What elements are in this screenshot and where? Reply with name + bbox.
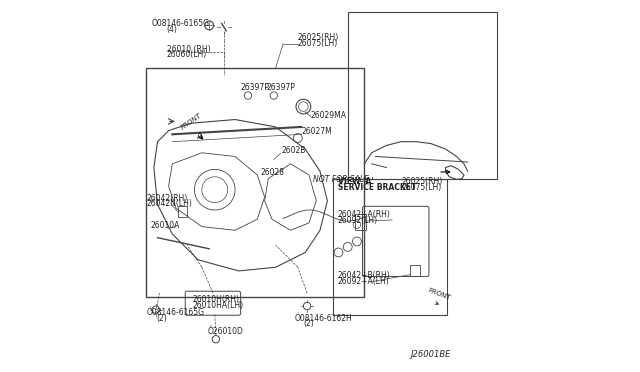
Text: Ô26010D: Ô26010D [207, 327, 243, 336]
Bar [178, 206, 187, 217]
Text: (2): (2) [157, 314, 168, 323]
Bar [355, 214, 366, 230]
Text: (2): (2) [303, 319, 314, 328]
Text: 26027M: 26027M [301, 127, 332, 136]
Text: 26025(RH): 26025(RH) [298, 33, 339, 42]
Text: 26075(LH): 26075(LH) [298, 39, 338, 48]
Bar [333, 179, 447, 315]
Bar [147, 68, 364, 297]
Text: 26028: 26028 [261, 168, 285, 177]
Text: FRONT: FRONT [427, 288, 451, 301]
Text: 26092(LH): 26092(LH) [338, 216, 378, 225]
Text: NOT FOR SALE: NOT FOR SALE [312, 175, 369, 184]
Text: 26010HA(LH): 26010HA(LH) [193, 301, 244, 310]
Text: 26029MA: 26029MA [311, 111, 347, 120]
Text: A: A [197, 132, 203, 141]
Text: 26010H(RH): 26010H(RH) [193, 295, 239, 304]
Text: 26397P: 26397P [266, 83, 295, 92]
Bar [348, 13, 497, 179]
Text: 26042(RH): 26042(RH) [147, 194, 188, 203]
Text: J26001BE: J26001BE [411, 350, 451, 359]
Text: VIEW 'A': VIEW 'A' [338, 177, 373, 186]
Text: 26010A: 26010A [151, 221, 180, 231]
Text: 26060(LH): 26060(LH) [167, 51, 207, 60]
Text: 26092+A(LH): 26092+A(LH) [338, 277, 390, 286]
Text: 26042+A(RH): 26042+A(RH) [338, 211, 390, 219]
Text: Ó08146-6165G: Ó08146-6165G [147, 308, 204, 317]
Bar [410, 265, 420, 276]
Text: FRONT: FRONT [180, 112, 203, 131]
Text: 26025(RH): 26025(RH) [401, 177, 442, 186]
Text: 26042+B(RH): 26042+B(RH) [338, 271, 390, 280]
Text: Ó08146-6162H: Ó08146-6162H [294, 314, 352, 323]
Text: SERVICE BRACKET: SERVICE BRACKET [338, 183, 416, 192]
Text: 26042N(LH): 26042N(LH) [147, 199, 193, 208]
Text: (4): (4) [167, 25, 178, 33]
Text: 26397P: 26397P [241, 83, 269, 92]
Text: 26010 (RH): 26010 (RH) [167, 45, 211, 54]
Text: Ó08146-6165G: Ó08146-6165G [152, 19, 210, 28]
Text: 26075(LH): 26075(LH) [401, 183, 442, 192]
Text: 2602B: 2602B [281, 146, 306, 155]
